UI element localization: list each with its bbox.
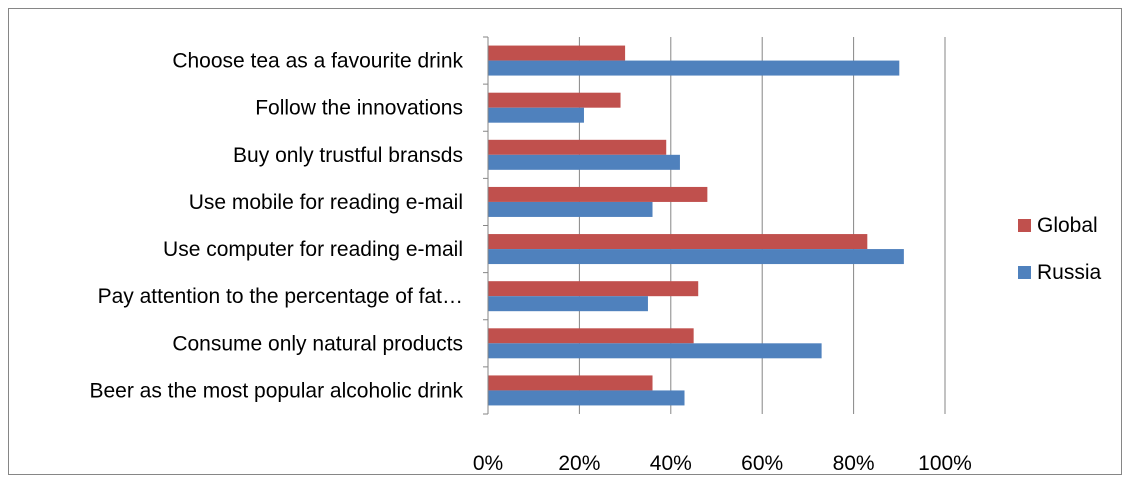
bar-russia bbox=[488, 390, 685, 406]
category-label: Use mobile for reading e-mail bbox=[189, 191, 463, 214]
bar-global bbox=[488, 92, 621, 108]
category-label: Consume only natural products bbox=[172, 332, 463, 355]
legend-swatch-global bbox=[1018, 219, 1031, 232]
bar-russia bbox=[488, 154, 680, 170]
legend-label-global: Global bbox=[1037, 214, 1098, 237]
bar-russia bbox=[488, 201, 653, 217]
x-tick-label: 0% bbox=[473, 452, 503, 475]
bar-global bbox=[488, 234, 868, 250]
category-label: Pay attention to the percentage of fat… bbox=[98, 285, 463, 308]
category-label: Use computer for reading e-mail bbox=[163, 238, 463, 261]
x-tick-label: 60% bbox=[741, 452, 783, 475]
x-tick-labels: 0% 20% 40% 60% 80% 100% bbox=[473, 452, 972, 475]
x-tick-label: 20% bbox=[558, 452, 600, 475]
axes bbox=[483, 36, 489, 415]
bar-russia bbox=[488, 249, 904, 265]
legend-swatch-russia bbox=[1018, 266, 1031, 279]
bar-russia bbox=[488, 107, 584, 123]
bar-russia bbox=[488, 60, 900, 76]
legend: Global Russia bbox=[1018, 214, 1102, 284]
x-tick-label: 100% bbox=[918, 452, 972, 475]
x-tick-label: 80% bbox=[833, 452, 875, 475]
category-label: Follow the innovations bbox=[255, 97, 463, 120]
bar-global bbox=[488, 375, 653, 391]
category-label: Beer as the most popular alcoholic drink bbox=[89, 379, 463, 402]
bar-russia bbox=[488, 343, 822, 359]
bar-global bbox=[488, 328, 694, 344]
bar-global bbox=[488, 186, 708, 202]
bar-global bbox=[488, 45, 626, 61]
bar-russia bbox=[488, 296, 648, 312]
legend-label-russia: Russia bbox=[1037, 261, 1102, 284]
bar-global bbox=[488, 139, 667, 155]
bar-global bbox=[488, 281, 699, 297]
x-tick-label: 40% bbox=[650, 452, 692, 475]
category-label: Choose tea as a favourite drink bbox=[172, 50, 463, 73]
category-labels: Choose tea as a favourite drink Follow th… bbox=[89, 50, 463, 403]
category-label: Buy only trustful bransds bbox=[233, 144, 463, 167]
bars bbox=[488, 45, 904, 406]
